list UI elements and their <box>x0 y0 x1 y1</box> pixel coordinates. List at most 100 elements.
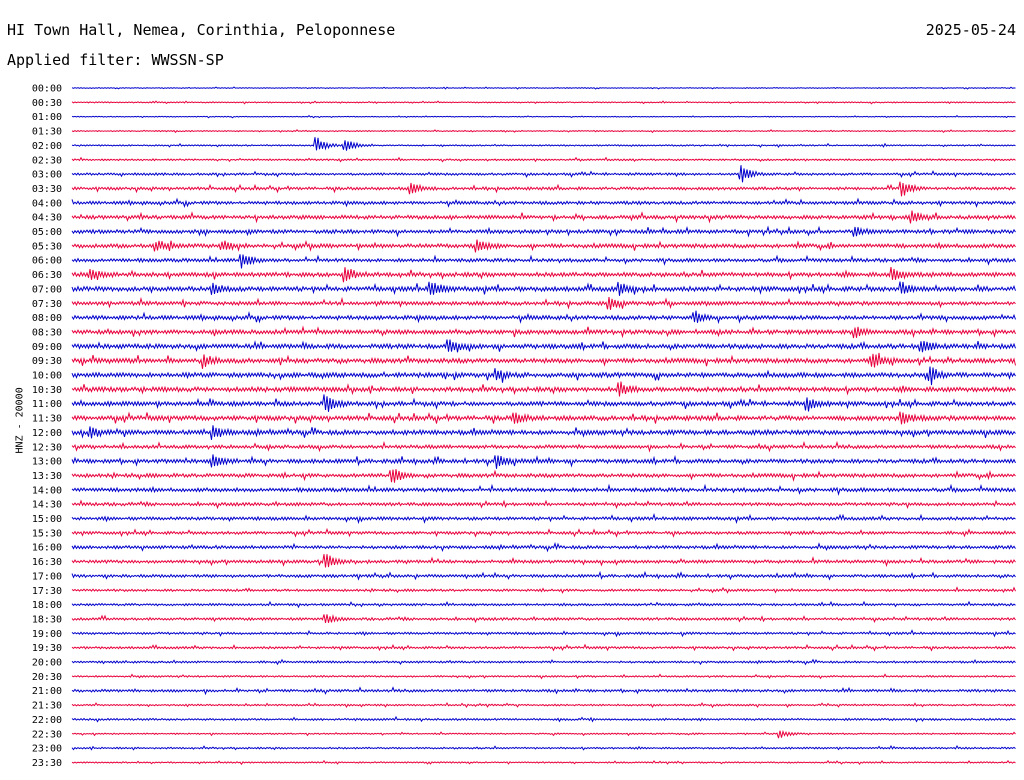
trace-row <box>71 729 1016 739</box>
row-time-label: 16:00 <box>32 543 62 554</box>
row-time-label: 05:00 <box>32 227 62 238</box>
trace-row <box>71 425 1016 440</box>
row-time-label: 15:30 <box>32 528 62 539</box>
row-time-label: 20:30 <box>32 672 62 683</box>
trace-row <box>71 570 1016 581</box>
trace-row <box>71 181 1016 197</box>
trace-row <box>71 197 1016 208</box>
trace-row <box>71 629 1016 638</box>
row-time-label: 03:30 <box>32 184 62 195</box>
row-time-label: 12:30 <box>32 442 62 453</box>
row-time-label: 08:00 <box>32 313 62 324</box>
row-time-label: 14:00 <box>32 485 62 496</box>
station-title: HI Town Hall, Nemea, Corinthia, Peloponn… <box>7 21 396 39</box>
row-time-label: 00:30 <box>32 98 62 109</box>
row-time-label: 21:30 <box>32 701 62 712</box>
row-time-label: 07:30 <box>32 299 62 310</box>
trace-row <box>71 554 1016 568</box>
row-time-label: 12:00 <box>32 428 62 439</box>
trace-row <box>71 715 1016 723</box>
trace-row <box>71 483 1016 496</box>
trace-row <box>71 210 1016 224</box>
trace-row <box>71 759 1016 766</box>
trace-row <box>71 281 1016 296</box>
row-time-label: 01:00 <box>32 112 62 123</box>
row-time-label: 11:30 <box>32 414 62 425</box>
row-time-label: 04:00 <box>32 198 62 209</box>
row-time-label: 02:00 <box>32 141 62 152</box>
trace-row <box>71 165 1016 183</box>
row-time-label: 14:30 <box>32 500 62 511</box>
trace-row <box>71 239 1016 253</box>
trace-row <box>71 254 1016 269</box>
trace-row <box>71 499 1016 510</box>
row-time-label: 15:00 <box>32 514 62 525</box>
row-time-label: 17:00 <box>32 571 62 582</box>
trace-row <box>71 86 1016 90</box>
row-time-label: 01:30 <box>32 127 62 138</box>
trace-row <box>71 296 1016 310</box>
trace-row <box>71 394 1016 412</box>
row-time-label: 11:00 <box>32 399 62 410</box>
trace-row <box>71 686 1016 696</box>
row-time-label: 19:30 <box>32 643 62 654</box>
row-time-label: 03:00 <box>32 170 62 181</box>
row-time-label: 06:30 <box>32 270 62 281</box>
trace-row <box>71 542 1016 553</box>
trace-row <box>71 702 1016 709</box>
trace-row <box>71 339 1016 353</box>
trace-row <box>71 411 1016 425</box>
trace-row <box>71 267 1016 283</box>
trace-row <box>71 512 1016 525</box>
row-time-label: 20:00 <box>32 658 62 669</box>
trace-row <box>71 586 1016 594</box>
row-time-label: 05:30 <box>32 241 62 252</box>
trace-row <box>71 352 1016 369</box>
row-time-label: 22:30 <box>32 729 62 740</box>
trace-row <box>71 156 1016 163</box>
trace-row <box>71 310 1016 325</box>
row-time-label: 19:00 <box>32 629 62 640</box>
row-time-label: 09:00 <box>32 342 62 353</box>
trace-row <box>71 129 1016 134</box>
row-time-label: 09:30 <box>32 356 62 367</box>
row-time-label: 22:00 <box>32 715 62 726</box>
row-time-label: 23:30 <box>32 758 62 769</box>
trace-row <box>71 100 1016 105</box>
row-time-label: 07:00 <box>32 284 62 295</box>
trace-row <box>71 366 1016 386</box>
row-time-label: 23:00 <box>32 744 62 755</box>
row-time-label: 00:00 <box>32 84 62 95</box>
trace-row <box>71 643 1016 652</box>
row-time-label: 02:30 <box>32 155 62 166</box>
trace-row <box>71 658 1016 666</box>
row-time-label: 13:00 <box>32 457 62 468</box>
trace-row <box>71 440 1016 453</box>
trace-row <box>71 115 1016 119</box>
row-time-label: 21:00 <box>32 686 62 697</box>
trace-row <box>71 225 1016 238</box>
date-label: 2025-05-24 <box>925 21 1016 39</box>
row-time-label: 08:30 <box>32 327 62 338</box>
trace-row <box>71 454 1016 469</box>
trace-row <box>71 614 1016 624</box>
row-time-label: 16:30 <box>32 557 62 568</box>
row-time-label: 04:30 <box>32 213 62 224</box>
row-time-label: 18:00 <box>32 600 62 611</box>
row-time-label: 06:00 <box>32 256 62 267</box>
trace-row <box>71 325 1016 339</box>
row-time-label: 10:00 <box>32 371 62 382</box>
row-time-label: 18:30 <box>32 614 62 625</box>
trace-row <box>71 381 1016 397</box>
row-time-label: 13:30 <box>32 471 62 482</box>
trace-row <box>71 600 1016 609</box>
filter-label: Applied filter: WWSSN-SP <box>7 51 224 69</box>
row-time-label: 10:30 <box>32 385 62 396</box>
trace-row <box>71 527 1016 538</box>
trace-row <box>71 469 1016 483</box>
trace-row <box>71 744 1016 751</box>
trace-row <box>71 137 1016 151</box>
trace-row <box>71 673 1016 680</box>
row-time-label: 17:30 <box>32 586 62 597</box>
